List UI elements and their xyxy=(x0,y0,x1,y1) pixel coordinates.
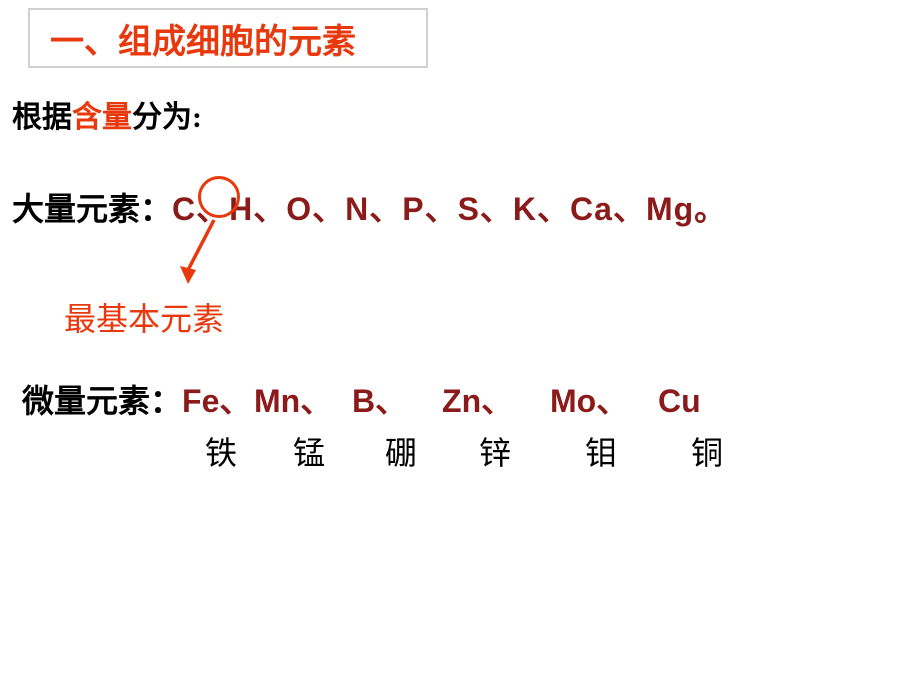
chinese-b: 硼 xyxy=(385,428,423,474)
micro-label: 微量元素： xyxy=(22,383,182,419)
macro-label: 大量元素： xyxy=(12,191,172,227)
chinese-cu: 铜 xyxy=(691,428,729,474)
subtitle-highlight: 含量 xyxy=(72,101,132,134)
chinese-zn: 锌 xyxy=(479,428,517,474)
element-mo: Mo、 xyxy=(550,376,658,422)
element-fe: Fe、 xyxy=(182,376,254,422)
macro-elements-row: 大量元素：C、H、O、N、P、S、K、Ca、Mg。 xyxy=(12,184,727,230)
chinese-mn: 锰 xyxy=(293,428,331,474)
subtitle-prefix: 根据 xyxy=(12,101,72,134)
element-cu: Cu xyxy=(658,383,701,420)
element-b: B、 xyxy=(352,376,442,422)
subtitle-row: 根据含量分为: xyxy=(12,92,202,136)
title-box: 一、组成细胞的元素 xyxy=(28,8,428,68)
chinese-mo: 钼 xyxy=(585,428,623,474)
micro-elements-list: Fe、Mn、B、Zn、Mo、Cu xyxy=(182,383,701,419)
micro-chinese-row: 铁 锰 硼 锌 钼 铜 xyxy=(205,428,729,474)
arrow-icon xyxy=(170,218,230,288)
micro-elements-row: 微量元素：Fe、Mn、B、Zn、Mo、Cu xyxy=(22,376,701,422)
macro-elements-list: C、H、O、N、P、S、K、Ca、Mg。 xyxy=(172,191,727,227)
element-mn: Mn、 xyxy=(254,376,352,422)
circle-highlight-icon xyxy=(198,176,240,218)
chinese-fe: 铁 xyxy=(205,428,243,474)
element-zn: Zn、 xyxy=(442,376,550,422)
subtitle-suffix: 分为: xyxy=(132,101,202,134)
basic-element-label: 最基本元素 xyxy=(64,294,224,340)
section-title: 一、组成细胞的元素 xyxy=(50,14,356,63)
